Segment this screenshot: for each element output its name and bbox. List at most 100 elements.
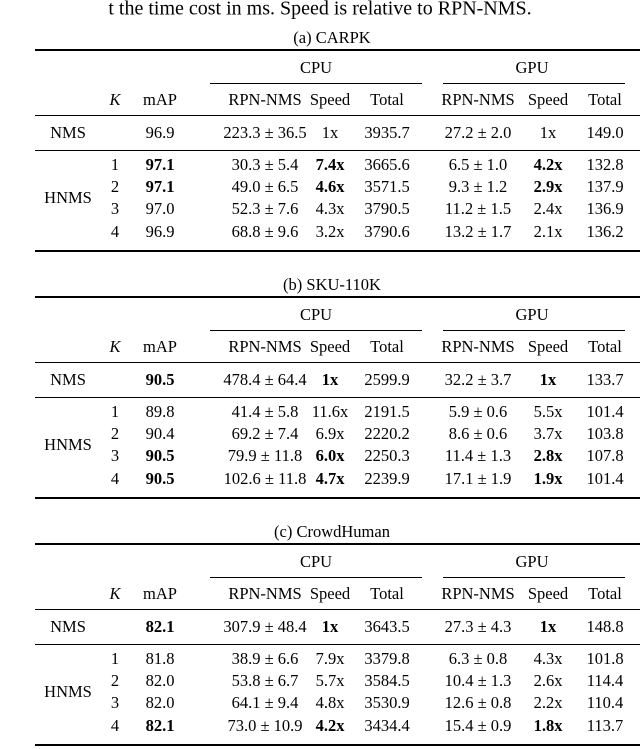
cell: 82.0 bbox=[145, 693, 175, 712]
k-value: 4 bbox=[110, 716, 120, 735]
cell: 15.4 ± 0.9 bbox=[444, 716, 512, 735]
rule bbox=[35, 115, 640, 116]
table-title: (c) CrowdHuman bbox=[274, 522, 390, 541]
cell: 3379.8 bbox=[364, 649, 410, 668]
rule bbox=[35, 609, 640, 610]
row-label: NMS bbox=[50, 370, 86, 389]
cell: 3790.6 bbox=[364, 222, 410, 241]
cell: 1x bbox=[321, 123, 339, 142]
column-header: mAP bbox=[143, 337, 177, 356]
column-header: RPN-NMS bbox=[228, 584, 302, 603]
group-header: CPU bbox=[299, 58, 333, 77]
cell: 90.4 bbox=[145, 424, 175, 443]
cell: 7.4x bbox=[315, 155, 345, 174]
cell: 4.3x bbox=[533, 649, 563, 668]
rule bbox=[443, 577, 625, 578]
rule bbox=[443, 83, 625, 84]
cell: 6.9x bbox=[315, 424, 345, 443]
column-header: Total bbox=[588, 337, 622, 356]
cell: 11.2 ± 1.5 bbox=[444, 199, 512, 218]
cell: 4.6x bbox=[315, 177, 345, 196]
k-value: 4 bbox=[110, 469, 120, 488]
cell: 3790.5 bbox=[364, 199, 410, 218]
k-value: 4 bbox=[110, 222, 120, 241]
cell: 82.1 bbox=[145, 716, 175, 735]
cell: 52.3 ± 7.6 bbox=[231, 199, 299, 218]
cell: 5.7x bbox=[315, 671, 345, 690]
cell: 2.2x bbox=[533, 693, 563, 712]
rule bbox=[35, 362, 640, 363]
cell: 101.4 bbox=[586, 469, 624, 488]
cell: 3434.4 bbox=[364, 716, 410, 735]
cell: 82.1 bbox=[145, 617, 175, 636]
cell: 1x bbox=[539, 123, 557, 142]
cell: 11.6x bbox=[311, 402, 349, 421]
column-header: RPN-NMS bbox=[441, 90, 515, 109]
cell: 2.8x bbox=[533, 446, 563, 465]
column-header: Speed bbox=[309, 90, 351, 109]
cell: 41.4 ± 5.8 bbox=[231, 402, 299, 421]
column-header: Total bbox=[370, 337, 404, 356]
cell: 110.4 bbox=[586, 693, 624, 712]
column-header: Total bbox=[370, 584, 404, 603]
cell: 3530.9 bbox=[364, 693, 410, 712]
cell: 49.0 ± 6.5 bbox=[231, 177, 299, 196]
column-header: mAP bbox=[143, 90, 177, 109]
column-header: RPN-NMS bbox=[228, 337, 302, 356]
column-header: Speed bbox=[309, 584, 351, 603]
k-value: 1 bbox=[110, 649, 120, 668]
cell: 32.2 ± 3.7 bbox=[444, 370, 512, 389]
cell: 97.1 bbox=[145, 177, 175, 196]
group-header: CPU bbox=[299, 305, 333, 324]
cell: 27.2 ± 2.0 bbox=[444, 123, 512, 142]
cell: 69.2 ± 7.4 bbox=[231, 424, 299, 443]
cell: 81.8 bbox=[145, 649, 175, 668]
k-value: 2 bbox=[110, 424, 120, 443]
k-value: 3 bbox=[110, 693, 120, 712]
group-header: GPU bbox=[515, 552, 549, 571]
cell: 7.9x bbox=[315, 649, 345, 668]
column-header: K bbox=[109, 337, 121, 356]
row-label: NMS bbox=[50, 617, 86, 636]
cell: 101.4 bbox=[586, 402, 624, 421]
cell: 79.9 ± 11.8 bbox=[227, 446, 303, 465]
row-label: HNMS bbox=[44, 435, 92, 454]
column-header: Speed bbox=[309, 337, 351, 356]
cell: 2.1x bbox=[533, 222, 563, 241]
cell: 149.0 bbox=[586, 123, 624, 142]
cell: 64.1 ± 9.4 bbox=[231, 693, 299, 712]
cell: 4.2x bbox=[315, 716, 345, 735]
rule bbox=[210, 330, 422, 331]
cell: 2.4x bbox=[533, 199, 563, 218]
rule bbox=[210, 577, 422, 578]
cell: 68.8 ± 9.6 bbox=[231, 222, 299, 241]
cell: 478.4 ± 64.4 bbox=[223, 370, 307, 389]
column-header: Total bbox=[588, 584, 622, 603]
cell: 114.4 bbox=[586, 671, 624, 690]
cell: 10.4 ± 1.3 bbox=[444, 671, 512, 690]
cell: 136.2 bbox=[586, 222, 624, 241]
cell: 223.3 ± 36.5 bbox=[223, 123, 307, 142]
cell: 2250.3 bbox=[364, 446, 410, 465]
cell: 3935.7 bbox=[364, 123, 410, 142]
cell: 4.7x bbox=[315, 469, 345, 488]
cell: 137.9 bbox=[586, 177, 624, 196]
cell: 27.3 ± 4.3 bbox=[444, 617, 512, 636]
rule bbox=[35, 644, 640, 645]
cell: 132.8 bbox=[586, 155, 624, 174]
cell: 1x bbox=[321, 370, 339, 389]
cell: 1x bbox=[321, 617, 339, 636]
k-value: 3 bbox=[110, 199, 120, 218]
cell: 107.8 bbox=[586, 446, 624, 465]
k-value: 1 bbox=[110, 155, 120, 174]
cell: 73.0 ± 10.9 bbox=[227, 716, 303, 735]
cell: 96.9 bbox=[145, 123, 175, 142]
cell: 1x bbox=[539, 617, 557, 636]
k-value: 1 bbox=[110, 402, 120, 421]
column-header: RPN-NMS bbox=[441, 584, 515, 603]
cell: 97.0 bbox=[145, 199, 175, 218]
row-label: HNMS bbox=[44, 188, 92, 207]
column-header: Total bbox=[588, 90, 622, 109]
rule bbox=[35, 150, 640, 151]
rule bbox=[443, 330, 625, 331]
